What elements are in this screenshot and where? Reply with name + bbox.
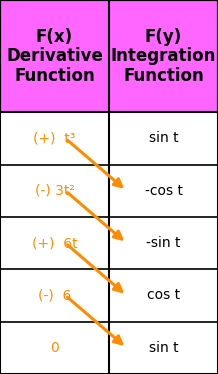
Text: Derivative: Derivative xyxy=(6,47,103,65)
Text: Integration: Integration xyxy=(111,47,216,65)
Text: -sin t: -sin t xyxy=(146,236,181,250)
Text: sin t: sin t xyxy=(149,131,178,145)
Text: -cos t: -cos t xyxy=(145,184,182,198)
Bar xyxy=(0,0,218,112)
Text: (-)  6: (-) 6 xyxy=(38,288,71,303)
Text: (+)  6t: (+) 6t xyxy=(32,236,77,250)
Text: (-) 3t²: (-) 3t² xyxy=(35,184,74,198)
Text: F(y): F(y) xyxy=(145,28,182,46)
Text: cos t: cos t xyxy=(147,288,180,303)
Text: Function: Function xyxy=(123,67,204,85)
Text: sin t: sin t xyxy=(149,341,178,355)
Text: (+)  t³: (+) t³ xyxy=(33,131,76,145)
Text: F(x): F(x) xyxy=(36,28,73,46)
Text: Function: Function xyxy=(14,67,95,85)
Text: 0: 0 xyxy=(50,341,59,355)
